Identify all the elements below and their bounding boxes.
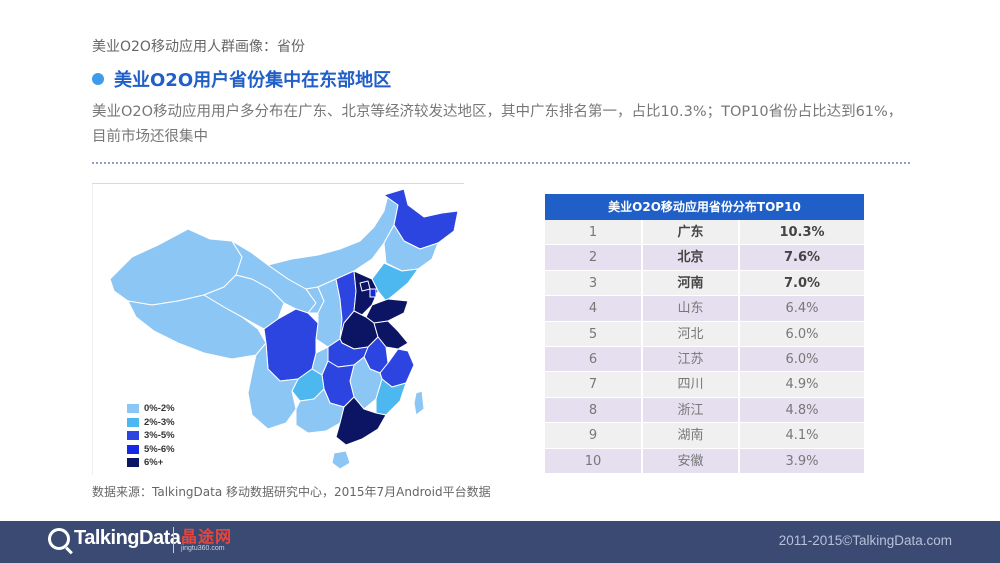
rank-cell: 2 <box>545 245 643 270</box>
legend-label: 5%-6% <box>144 443 175 455</box>
province-cell: 山东 <box>643 296 740 321</box>
partner-logo: 晶途网 jingtu360.com <box>181 523 232 552</box>
summary-text: 美业O2O移动应用用户多分布在广东、北京等经济较发达地区，其中广东排名第一，占比… <box>92 104 903 145</box>
legend-swatch <box>126 403 140 415</box>
table-row: 3 河南 7.0% <box>545 270 864 297</box>
legend-label: 0%-2% <box>144 403 175 415</box>
table-title: 美业O2O移动应用省份分布TOP10 <box>545 194 864 220</box>
logo-separator <box>173 527 174 553</box>
rank-cell: 5 <box>545 321 643 346</box>
map-frame <box>92 183 464 475</box>
province-cell: 浙江 <box>643 397 740 423</box>
table-row: 2 北京 7.6% <box>545 245 864 271</box>
legend-item: 6%+ <box>126 456 175 470</box>
rank-cell: 3 <box>545 270 643 296</box>
breadcrumb: 美业O2O移动应用人群画像：省份 <box>92 39 305 55</box>
province-cell: 安徽 <box>643 448 740 473</box>
table-row: 6 江苏 6.0% <box>545 346 864 373</box>
legend-swatch <box>126 457 140 469</box>
table-row: 9 湖南 4.1% <box>545 423 864 449</box>
legend-item: 2%-3% <box>126 416 175 430</box>
province-cell: 广东 <box>643 220 740 245</box>
share-cell: 7.0% <box>783 275 821 291</box>
legend-swatch <box>126 443 140 455</box>
share-cell: 6.4% <box>785 301 819 317</box>
province-tianjin <box>369 288 377 298</box>
data-source-note: 数据来源：TalkingData 移动数据研究中心，2015年7月Android… <box>92 485 491 499</box>
table-row: 8 浙江 4.8% <box>545 397 864 424</box>
dotted-divider <box>92 162 910 164</box>
province-taiwan <box>413 390 425 416</box>
share-cell: 10.3% <box>779 225 825 240</box>
rank-cell: 1 <box>545 220 643 245</box>
bullet-icon <box>92 73 104 85</box>
table-row: 5 河北 6.0% <box>545 321 864 347</box>
province-beijing <box>359 280 371 292</box>
legend-item: 3%-5% <box>126 429 175 443</box>
rank-cell: 7 <box>545 372 643 397</box>
province-cell: 河南 <box>643 270 740 296</box>
logo-text: TalkingData <box>74 527 181 549</box>
legend-label: 2%-3% <box>144 416 175 428</box>
copyright: 2011-2015©TalkingData.com <box>778 533 952 548</box>
talkingdata-logo: TalkingData <box>48 527 181 550</box>
legend-item: 0%-2% <box>126 402 175 416</box>
top10-table: 美业O2O移动应用省份分布TOP10 1 广东 10.3% 2 北京 7.6% … <box>545 194 864 474</box>
share-cell: 6.0% <box>785 351 819 367</box>
province-cell: 四川 <box>643 372 740 397</box>
province-guangdong <box>335 396 387 446</box>
legend-label: 3%-5% <box>144 430 175 442</box>
table-row: 1 广东 10.3% <box>545 220 864 246</box>
share-cell: 4.1% <box>785 428 819 444</box>
province-hebei <box>353 270 379 316</box>
province-cell: 北京 <box>643 245 740 270</box>
partner-url: jingtu360.com <box>181 545 225 552</box>
legend-label: 6%+ <box>144 457 164 469</box>
share-cell: 6.0% <box>785 326 819 342</box>
province-cell: 江苏 <box>643 346 740 372</box>
legend-item: 5%-6% <box>126 443 175 457</box>
rank-cell: 6 <box>545 346 643 372</box>
table-row: 7 四川 4.9% <box>545 372 864 398</box>
partner-name: 晶途网 <box>181 527 233 546</box>
table-row: 4 山东 6.4% <box>545 296 864 322</box>
table-row: 10 安徽 3.9% <box>545 448 864 474</box>
share-cell: 4.9% <box>785 377 819 393</box>
footer-bar <box>0 521 1000 563</box>
share-cell: 4.8% <box>785 402 819 418</box>
legend-swatch <box>126 430 140 442</box>
china-province-map <box>109 188 459 470</box>
rank-cell: 8 <box>545 397 643 423</box>
headline-text: 美业O2O用户省份集中在东部地区 <box>114 70 392 91</box>
province-cell: 河北 <box>643 321 740 346</box>
province-fujian <box>375 378 407 416</box>
legend-swatch <box>126 416 140 428</box>
rank-cell: 4 <box>545 296 643 321</box>
share-cell: 7.6% <box>783 250 821 266</box>
share-cell: 3.9% <box>785 453 819 469</box>
province-cell: 湖南 <box>643 423 740 448</box>
map-legend: 0%-2% 2%-3% 3%-5% 5%-6% 6%+ <box>126 402 175 470</box>
talkingdata-logo-icon <box>48 527 70 550</box>
province-hainan <box>331 450 351 470</box>
rank-cell: 9 <box>545 423 643 448</box>
slide-headline: 美业O2O用户省份集中在东部地区 <box>92 66 391 92</box>
rank-cell: 10 <box>545 448 643 473</box>
province-jilin <box>383 224 439 272</box>
